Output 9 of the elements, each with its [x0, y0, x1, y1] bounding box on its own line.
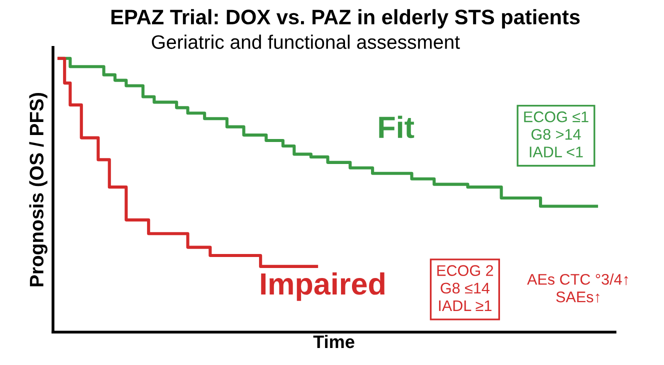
annotation: ECOG 2 G8 ≤14 IADL ≥1 — [437, 265, 494, 311]
annotation: ECOG ≤1 G8 >14 IADL <1 — [524, 111, 588, 158]
chart-subtitle: Geriatric and functional assessment — [152, 34, 460, 49]
chart-title: EPAZ Trial: DOX vs. PAZ in elderly STS patients — [111, 9, 580, 29]
legend-label: Impaired — [261, 272, 384, 301]
annotation: AEs CTC °3/4↑ SAEs↑ — [527, 274, 628, 303]
x-axis-title: Time — [313, 334, 354, 348]
series-label: Fit — [379, 116, 414, 138]
y-axis-title: Prognosis (OS / PFS) — [29, 92, 48, 286]
